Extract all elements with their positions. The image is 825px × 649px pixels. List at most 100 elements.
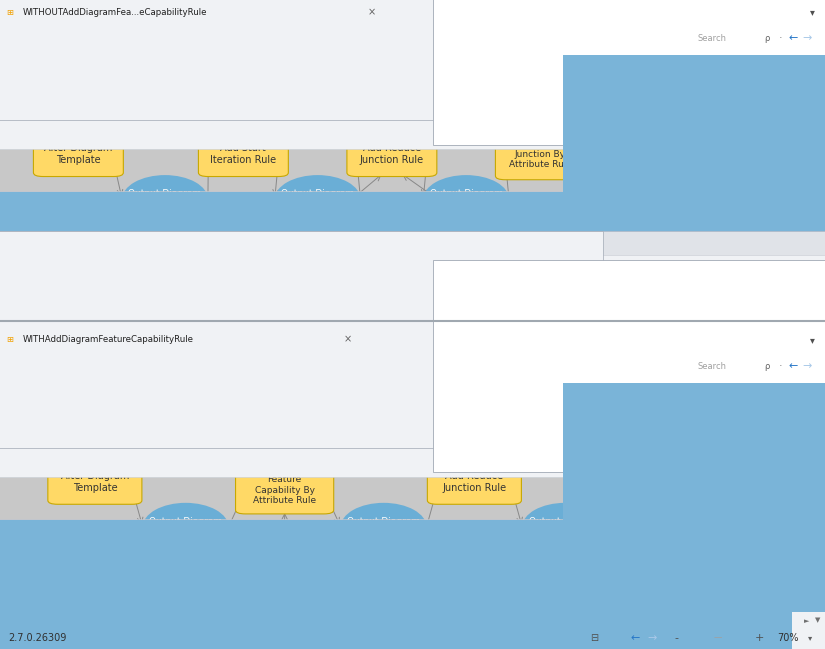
Text: ▼: ▼ xyxy=(815,617,820,623)
Text: ▲: ▲ xyxy=(815,60,820,66)
Text: ·: · xyxy=(779,361,782,371)
Circle shape xyxy=(221,70,266,88)
FancyBboxPatch shape xyxy=(563,284,825,649)
FancyBboxPatch shape xyxy=(0,0,825,121)
Text: Output Diagram
Template (3): Output Diagram Template (3) xyxy=(430,190,502,209)
Ellipse shape xyxy=(143,503,229,551)
Text: Add Start
Iteration Rule: Add Start Iteration Rule xyxy=(210,143,276,165)
Text: Output Electric
(2): Output Electric (2) xyxy=(350,426,417,445)
Ellipse shape xyxy=(522,503,608,551)
FancyBboxPatch shape xyxy=(495,129,586,180)
Text: Output Diagram
Template (2): Output Diagram Template (2) xyxy=(281,190,354,209)
Text: ⊟: ⊟ xyxy=(590,633,598,643)
Text: Output Diagram
Template (2): Output Diagram Template (2) xyxy=(347,517,420,537)
Text: Add Reduce
Junction Rule: Add Reduce Junction Rule xyxy=(360,143,424,165)
Text: WITHAddDiagramFeatureCapabilityRule: WITHAddDiagramFeatureCapabilityRule xyxy=(23,336,194,344)
Text: ⊟: ⊟ xyxy=(590,305,598,315)
Text: ←: ← xyxy=(789,34,799,43)
Text: 2.7.0.26309: 2.7.0.26309 xyxy=(8,633,67,643)
Circle shape xyxy=(518,70,563,88)
Text: →: → xyxy=(647,633,657,643)
Text: Output Electric
(2): Output Electric (2) xyxy=(284,104,351,124)
Ellipse shape xyxy=(11,373,80,411)
Text: ▼: ▼ xyxy=(815,289,820,295)
Text: ▽: ▽ xyxy=(648,361,656,371)
FancyBboxPatch shape xyxy=(346,132,437,177)
Ellipse shape xyxy=(720,175,806,223)
Text: 1: 1 xyxy=(239,72,247,85)
Text: ElectricDistributionDevice: ElectricDistributionDevice xyxy=(225,574,344,583)
Text: ←: ← xyxy=(789,361,799,371)
Text: ElectricDistributionDevice (2): ElectricDistributionDevice (2) xyxy=(417,239,540,249)
Ellipse shape xyxy=(122,175,208,223)
Text: +: + xyxy=(754,633,764,643)
FancyBboxPatch shape xyxy=(0,202,825,418)
Circle shape xyxy=(450,392,499,411)
Text: Add Reduce
Junction Rule: Add Reduce Junction Rule xyxy=(442,471,507,493)
Text: →: → xyxy=(802,361,812,371)
Text: +: + xyxy=(754,305,764,315)
FancyBboxPatch shape xyxy=(0,520,792,649)
Ellipse shape xyxy=(248,229,388,259)
Text: ◄: ◄ xyxy=(2,618,7,624)
Text: 70%: 70% xyxy=(777,305,799,315)
Text: ►: ► xyxy=(804,290,809,296)
FancyBboxPatch shape xyxy=(33,132,124,177)
Text: ×: × xyxy=(343,335,351,345)
Ellipse shape xyxy=(122,90,208,138)
FancyBboxPatch shape xyxy=(0,0,825,149)
Text: Output Electric: Output Electric xyxy=(148,430,223,441)
FancyBboxPatch shape xyxy=(0,232,603,448)
Text: ElectricDistributionDevice: ElectricDistributionDevice xyxy=(258,239,377,249)
Text: Search: Search xyxy=(697,34,726,43)
Text: WITHOUTAddDiagramFea...eCapabilityRule: WITHOUTAddDiagramFea...eCapabilityRule xyxy=(23,8,208,16)
Ellipse shape xyxy=(6,47,68,82)
Text: 1: 1 xyxy=(280,395,289,408)
Text: Add Diagram
Feature
Capability By
Attribute Rule: Add Diagram Feature Capability By Attrib… xyxy=(253,465,316,506)
Ellipse shape xyxy=(275,175,361,223)
FancyBboxPatch shape xyxy=(0,232,825,448)
Text: ⊞: ⊞ xyxy=(7,8,13,16)
FancyBboxPatch shape xyxy=(0,192,792,395)
Circle shape xyxy=(667,70,711,88)
Text: ▾: ▾ xyxy=(810,335,815,345)
FancyBboxPatch shape xyxy=(0,519,825,649)
FancyBboxPatch shape xyxy=(563,0,825,395)
Ellipse shape xyxy=(572,175,658,223)
Text: Output Diagram
Template: Output Diagram Template xyxy=(149,517,222,537)
FancyBboxPatch shape xyxy=(433,260,825,472)
Ellipse shape xyxy=(202,563,367,593)
Ellipse shape xyxy=(423,90,509,138)
FancyBboxPatch shape xyxy=(0,530,825,649)
FancyBboxPatch shape xyxy=(198,132,289,177)
Text: →: → xyxy=(647,305,657,315)
Text: ▾: ▾ xyxy=(808,306,813,315)
Text: →: → xyxy=(802,34,812,43)
Text: ▲: ▲ xyxy=(815,387,820,393)
Text: Output Diagram
Template (4): Output Diagram Template (4) xyxy=(578,190,651,209)
Text: Output Electric
(3): Output Electric (3) xyxy=(432,104,500,124)
Text: Output Diagram
Template: Output Diagram Template xyxy=(129,190,201,209)
Text: ►: ► xyxy=(804,618,809,624)
Text: ρ: ρ xyxy=(765,34,770,43)
Text: Output Electric: Output Electric xyxy=(128,109,202,119)
FancyBboxPatch shape xyxy=(563,55,825,284)
Text: 70%: 70% xyxy=(777,633,799,643)
Text: Alter Diagram
Template: Alter Diagram Template xyxy=(61,471,129,493)
Ellipse shape xyxy=(275,90,361,138)
Text: 2: 2 xyxy=(388,72,396,85)
Text: ◄: ◄ xyxy=(2,290,7,296)
Text: —: — xyxy=(714,306,722,315)
Text: ⊞: ⊞ xyxy=(7,336,13,344)
Text: 3: 3 xyxy=(536,72,544,85)
Text: 2: 2 xyxy=(470,395,478,408)
Ellipse shape xyxy=(522,411,608,459)
FancyBboxPatch shape xyxy=(236,456,333,514)
FancyBboxPatch shape xyxy=(644,132,734,177)
Text: Input Electric: Input Electric xyxy=(13,387,78,397)
Ellipse shape xyxy=(400,229,557,259)
Text: Add Reduce
Junction By
Attribute Rule: Add Reduce Junction By Attribute Rule xyxy=(509,140,572,169)
FancyBboxPatch shape xyxy=(563,383,825,612)
Circle shape xyxy=(370,70,414,88)
Text: Input Electric: Input Electric xyxy=(5,59,69,69)
